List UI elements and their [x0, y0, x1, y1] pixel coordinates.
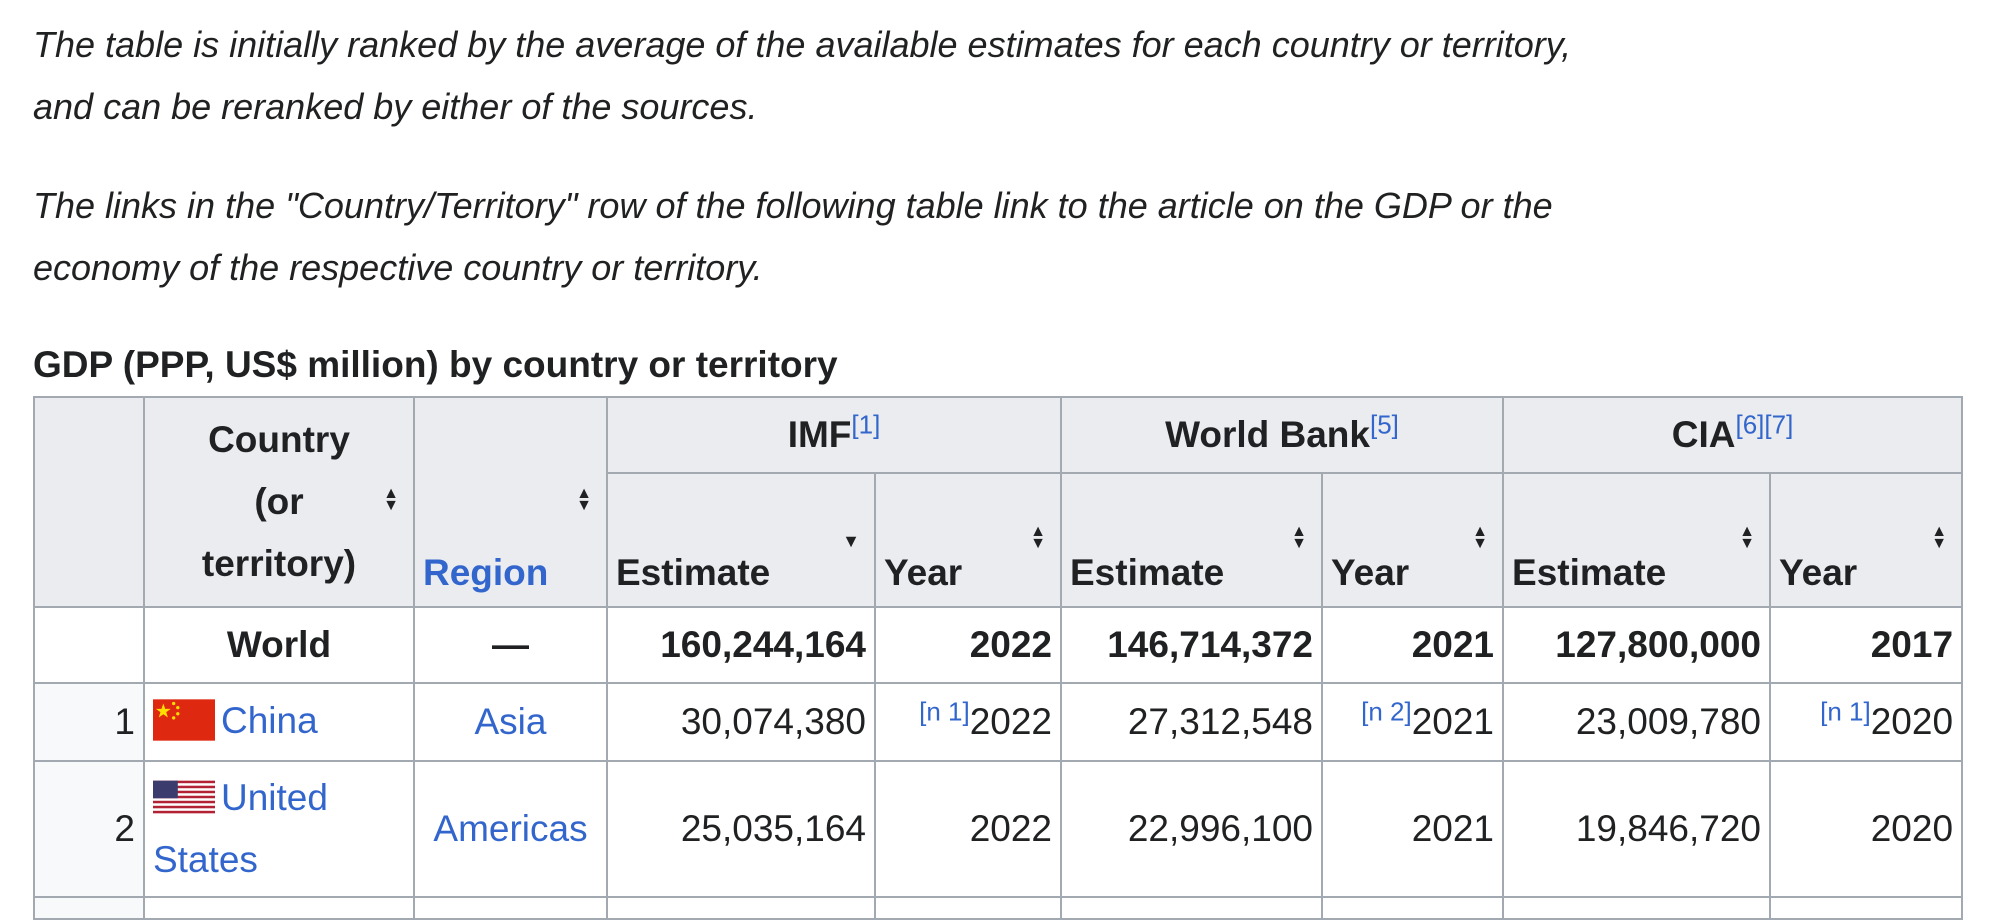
imf-estimate-cell: 30,074,380	[606, 682, 876, 762]
cia-estimate-header[interactable]: Estimate ▲ ▼	[1502, 472, 1772, 608]
sort-imf-year-icon[interactable]: ▲ ▼	[1030, 523, 1046, 552]
sort-cia-year-icon[interactable]: ▲ ▼	[1931, 523, 1948, 552]
cia-ref-link-7[interactable]: [7]	[1764, 409, 1794, 440]
region-link-asia[interactable]: Asia	[474, 701, 547, 742]
world-bank-ref-link[interactable]: [5]	[1370, 409, 1399, 440]
country-cell: United States	[143, 760, 415, 898]
world-rank-cell	[33, 606, 145, 684]
country-cell: China	[143, 682, 415, 762]
world-region: —	[413, 606, 608, 684]
country-link-china[interactable]: China	[221, 699, 318, 741]
country-header[interactable]: Country (or territory) ▲ ▼	[143, 396, 415, 608]
country-header-label: Country (or territory)	[201, 419, 357, 584]
imf-year-cell	[874, 896, 1062, 920]
table-row: 1 China Asia	[33, 682, 1964, 762]
wb-note-link[interactable]: [n 2]	[1361, 696, 1412, 727]
cia-ref-link-6[interactable]: [6]	[1735, 409, 1765, 440]
table-caption: GDP (PPP, US$ million) by country or ter…	[33, 344, 838, 385]
wb-estimate-cell: 27,312,548	[1060, 682, 1323, 762]
world-wb-year: 2021	[1320, 606, 1505, 684]
world-row: World — 160,244,164 2022 146,714,372 202…	[33, 606, 1964, 684]
rank-cell: 1	[33, 682, 145, 762]
wb-year-cell: [n 2]2021	[1320, 682, 1505, 762]
wb-year-cell	[1320, 896, 1505, 920]
sort-wb-estimate-icon[interactable]: ▲ ▼	[1291, 523, 1307, 552]
cia-estimate-cell: 23,009,780	[1502, 682, 1772, 762]
world-cia-year: 2017	[1769, 606, 1964, 684]
imf-estimate-cell: 25,035,164	[606, 760, 876, 898]
cia-estimate-label: Estimate	[1512, 552, 1667, 593]
imf-header: IMF[1]	[606, 396, 1062, 474]
country-cell	[143, 896, 415, 920]
imf-ref-link[interactable]: [1]	[851, 409, 881, 440]
cia-year-header[interactable]: Year ▲ ▼	[1769, 472, 1964, 608]
cia-estimate-cell	[1502, 896, 1772, 920]
table-row-partial	[33, 896, 1964, 920]
imf-header-label: IMF	[787, 414, 852, 455]
region-cell: Asia	[413, 682, 608, 762]
cia-header: CIA[6][7]	[1502, 396, 1964, 474]
intro-paragraph-links: The links in the "Country/Territory" row…	[33, 185, 1553, 288]
wb-estimate-header[interactable]: Estimate ▲ ▼	[1060, 472, 1323, 608]
world-bank-header: World Bank[5]	[1059, 396, 1505, 474]
imf-year-cell: 2022	[874, 760, 1062, 898]
region-cell: Americas	[413, 760, 608, 898]
cia-note-link[interactable]: [n 1]	[1820, 696, 1871, 727]
cia-year-label: Year	[1779, 552, 1858, 593]
china-flag-icon	[153, 699, 215, 741]
sort-descending-icon[interactable]: ▼	[842, 531, 860, 551]
table-row: 2 United	[33, 760, 1964, 898]
cia-year-cell	[1769, 896, 1964, 920]
region-cell	[413, 896, 608, 920]
imf-estimate-label: Estimate	[616, 552, 771, 593]
wb-estimate-cell: 22,996,100	[1060, 760, 1323, 898]
world-wb-estimate: 146,714,372	[1060, 606, 1323, 684]
sort-wb-year-icon[interactable]: ▲ ▼	[1472, 523, 1489, 552]
wb-year-label: Year	[1331, 552, 1410, 593]
world-name: World	[143, 606, 415, 684]
sort-cia-estimate-icon[interactable]: ▲ ▼	[1739, 523, 1756, 552]
intro-paragraph-ranking: The table is initially ranked by the ave…	[33, 24, 1572, 127]
imf-year-value: 2022	[969, 701, 1052, 742]
sort-region-icon[interactable]: ▲ ▼	[576, 485, 592, 514]
cia-year-cell: [n 1]2020	[1769, 682, 1964, 762]
gdp-table: Country (or territory) ▲ ▼ Region ▲ ▼ IMF[…	[33, 396, 1964, 920]
cia-estimate-cell: 19,846,720	[1502, 760, 1772, 898]
cia-year-value: 2020	[1870, 701, 1954, 742]
wb-estimate-cell	[1060, 896, 1323, 920]
world-imf-estimate: 160,244,164	[606, 606, 876, 684]
imf-note-link[interactable]: [n 1]	[919, 696, 970, 727]
wb-estimate-label: Estimate	[1070, 552, 1225, 593]
imf-estimate-header[interactable]: Estimate ▼	[606, 472, 876, 608]
rank-header	[33, 396, 145, 608]
region-link-americas[interactable]: Americas	[433, 808, 588, 849]
world-bank-header-label: World Bank	[1165, 414, 1370, 455]
rank-cell: 2	[33, 760, 145, 898]
world-imf-year: 2022	[874, 606, 1062, 684]
imf-year-header[interactable]: Year ▲ ▼	[874, 472, 1062, 608]
imf-estimate-cell	[606, 896, 876, 920]
wb-year-value: 2021	[1411, 701, 1495, 742]
sort-country-icon[interactable]: ▲ ▼	[383, 485, 399, 514]
wb-year-cell: 2021	[1320, 760, 1505, 898]
region-header[interactable]: Region ▲ ▼	[413, 396, 608, 608]
imf-year-cell: [n 1]2022	[874, 682, 1062, 762]
region-header-link[interactable]: Region	[423, 552, 549, 593]
imf-year-label: Year	[884, 552, 963, 593]
cia-year-cell: 2020	[1769, 760, 1964, 898]
united-states-flag-icon	[153, 779, 215, 815]
wb-year-header[interactable]: Year ▲ ▼	[1320, 472, 1505, 608]
rank-cell	[33, 896, 145, 920]
cia-header-label: CIA	[1671, 414, 1736, 455]
country-link-united-states[interactable]: United States	[153, 777, 328, 880]
world-cia-estimate: 127,800,000	[1502, 606, 1772, 684]
